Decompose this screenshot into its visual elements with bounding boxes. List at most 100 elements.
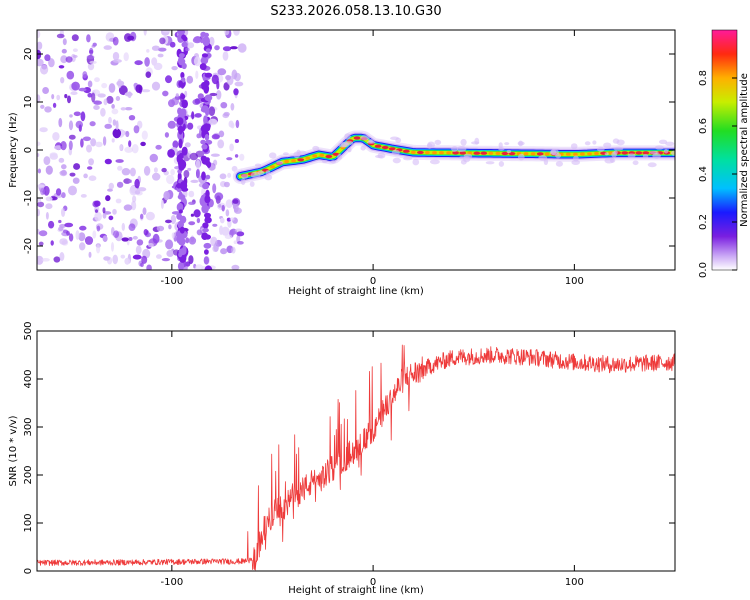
noise-speckle-dot: [44, 106, 52, 113]
noise-streak-dot: [203, 115, 208, 125]
noise-speckle-dot: [78, 124, 82, 132]
noise-speckle-dot: [116, 181, 124, 188]
noise-speckle-dot: [89, 47, 94, 56]
noise-speckle-dot: [221, 226, 230, 236]
figure-title: S233.2026.058.13.10.G30: [270, 4, 441, 19]
noise-streak-dot: [204, 107, 210, 116]
noise-streak-dot: [203, 242, 212, 249]
noise-speckle-dot: [214, 45, 220, 51]
noise-speckle: [37, 30, 247, 270]
ridge-haze-dot: [550, 149, 557, 156]
noise-speckle-dot: [149, 153, 158, 163]
noise-speckle-dot: [75, 230, 80, 240]
noise-speckle-dot: [131, 200, 137, 211]
noise-speckle-dot: [212, 223, 218, 227]
noise-speckle-dot: [146, 264, 152, 270]
noise-streak-dot: [180, 93, 186, 100]
noise-speckle-dot: [79, 225, 87, 231]
ridge-haze-dot: [412, 158, 420, 166]
ridge-haze-dot: [254, 163, 262, 167]
colorbar-tick-label: 0.2: [698, 214, 709, 230]
noise-speckle-dot: [234, 139, 239, 143]
noise-speckle-dot: [134, 60, 143, 66]
ridge-haze-dot: [632, 160, 639, 166]
noise-speckle-dot: [140, 213, 144, 220]
ridge-haze-dot: [460, 138, 467, 146]
noise-speckle-dot: [45, 203, 53, 210]
noise-streak-dot: [202, 222, 209, 229]
noise-speckle-dot: [185, 237, 190, 244]
noise-speckle-dot: [61, 164, 67, 170]
snr-series-line: [37, 344, 675, 571]
noise-speckle-dot: [112, 208, 117, 215]
noise-speckle-dot: [102, 235, 108, 242]
noise-speckle-dot: [69, 114, 73, 118]
noise-speckle-dot: [233, 88, 239, 96]
noise-speckle-dot: [157, 47, 167, 52]
noise-speckle-dot: [88, 175, 97, 181]
noise-speckle-dot: [186, 75, 194, 84]
noise-speckle-dot: [69, 172, 76, 177]
noise-speckle-dot: [161, 167, 167, 173]
noise-speckle-dot: [120, 254, 126, 259]
noise-streak-dot: [180, 72, 185, 79]
noise-speckle-dot: [153, 62, 163, 71]
noise-speckle-dot: [156, 254, 162, 259]
noise-speckle-dot: [217, 139, 225, 149]
noise-speckle-dot: [87, 62, 95, 71]
noise-speckle-dot: [140, 262, 144, 268]
noise-speckle-dot: [108, 116, 112, 124]
noise-speckle-dot: [55, 188, 62, 196]
ridge-haze-dot: [460, 159, 467, 165]
noise-speckle-dot: [108, 215, 114, 221]
ridge-core-mark: [284, 159, 289, 164]
noise-speckle-dot: [48, 58, 55, 68]
spec-ytick-label: 20: [23, 48, 34, 61]
noise-speckle-dot: [197, 93, 204, 100]
noise-streak-dot: [200, 98, 206, 102]
noise-speckle-dot: [56, 33, 65, 39]
noise-speckle-dot: [60, 55, 68, 64]
noise-speckle-dot: [156, 225, 165, 232]
noise-speckle-dot: [88, 251, 92, 258]
noise-speckle-dot: [106, 95, 114, 104]
noise-streak-dot: [205, 189, 210, 199]
noise-speckle-dot: [45, 165, 53, 175]
spec-ytick-label: 10: [23, 96, 34, 109]
noise-speckle-dot: [60, 141, 67, 151]
noise-speckle-dot: [87, 166, 93, 170]
noise-speckle-dot: [66, 230, 70, 236]
noise-speckle-dot: [102, 136, 107, 146]
noise-speckle-dot: [113, 230, 120, 238]
noise-speckle-dot: [187, 42, 195, 49]
noise-speckle-dot: [164, 132, 169, 138]
noise-speckle-dot: [111, 104, 115, 109]
ridge-core-mark: [473, 151, 481, 155]
noise-speckle-dot: [117, 165, 123, 171]
noise-speckle-dot: [134, 190, 141, 195]
noise-speckle-dot: [51, 94, 55, 100]
ridge-core-mark: [411, 150, 416, 154]
noise-streak-dot: [204, 212, 211, 218]
snr-ytick-label: 100: [23, 513, 34, 532]
noise-speckle-dot: [86, 144, 92, 153]
noise-speckle-dot: [86, 34, 91, 43]
noise-streak-dot: [204, 134, 210, 141]
ridge-core-mark: [580, 152, 585, 156]
noise-speckle-dot: [37, 94, 41, 103]
ridge-haze-dot: [240, 178, 246, 185]
noise-speckle-dot: [92, 200, 99, 208]
ridge-haze-dot: [463, 153, 473, 159]
ridge-haze-dot: [426, 143, 433, 149]
colorbar-tick-label: 0.8: [698, 70, 709, 86]
noise-speckle-dot: [84, 236, 94, 245]
noise-streak-dot: [201, 157, 209, 165]
noise-speckle-dot: [183, 170, 190, 178]
noise-speckle-dot: [128, 223, 136, 231]
noise-speckle-dot: [175, 93, 179, 98]
noise-speckle-dot: [136, 239, 144, 246]
noise-speckle-dot: [188, 236, 197, 245]
noise-streak-dot: [203, 80, 210, 87]
noise-speckle-dot: [223, 30, 230, 36]
ridge-haze-dot: [343, 140, 354, 146]
